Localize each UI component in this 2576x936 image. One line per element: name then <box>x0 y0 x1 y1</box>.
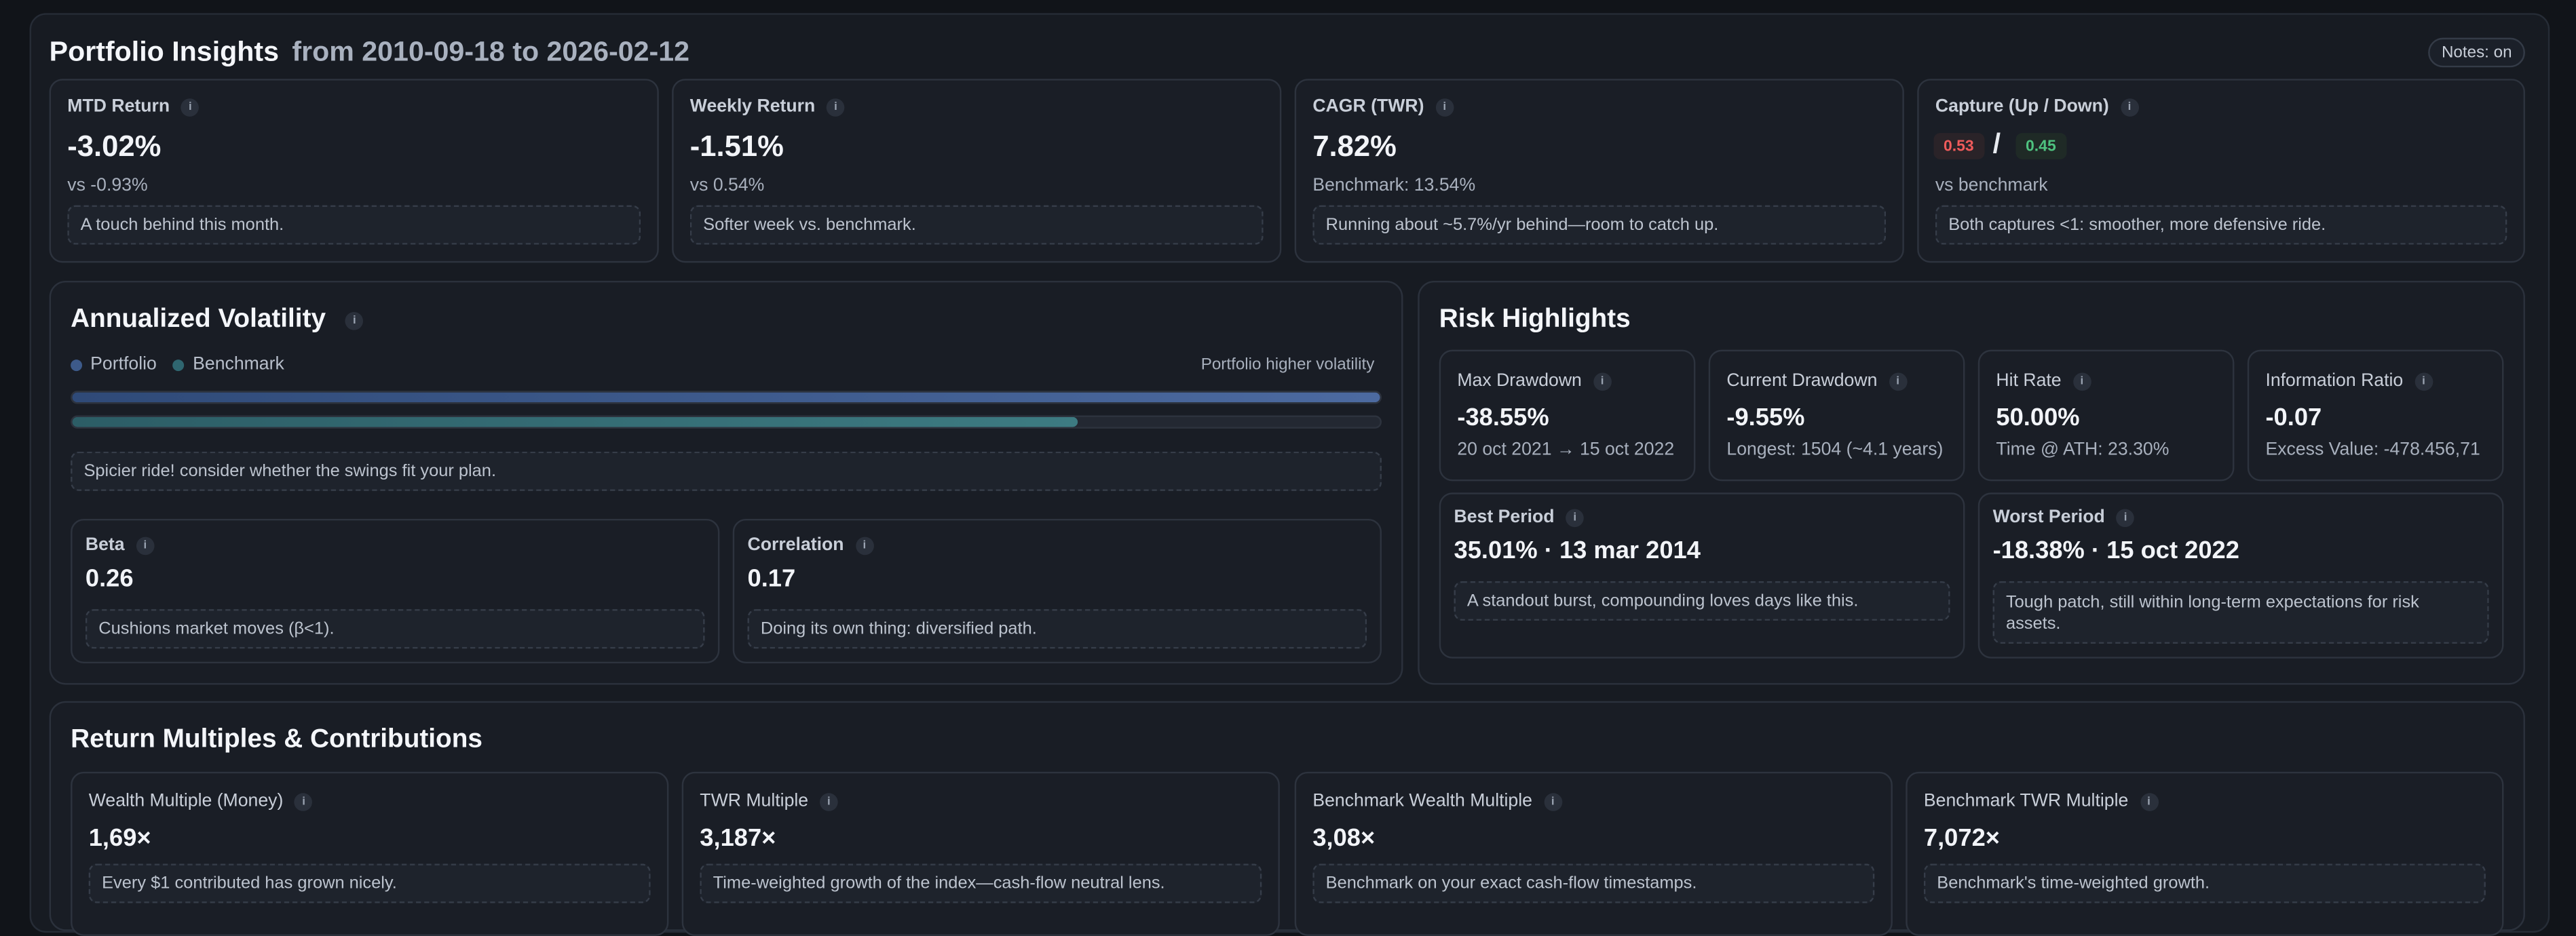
date-range: from 2010-09-18 to 2026-02-12 <box>292 36 690 68</box>
best-period-card <box>1439 492 1965 659</box>
portfolio-swatch <box>71 358 83 370</box>
risk-value: -38.55% <box>1457 404 1549 432</box>
multiple-label: Benchmark TWR Multiple i <box>1924 792 2158 811</box>
kpi-label: CAGR (TWR) i <box>1312 97 1454 117</box>
info-icon[interactable]: i <box>2072 372 2091 390</box>
worst-period-label: Worst Period i <box>1993 507 2135 527</box>
portfolio-volatility-bar <box>71 391 1382 404</box>
risk-value: 50.00% <box>1996 404 2080 432</box>
info-icon[interactable]: i <box>2116 508 2135 526</box>
volatility-note: Spicier ride! consider whether the swing… <box>71 451 1382 491</box>
risk-card-information-ratio <box>2247 349 2504 482</box>
info-icon[interactable]: i <box>181 98 200 116</box>
worst-period-note: Tough patch, still within long-term expe… <box>1992 581 2489 644</box>
kpi-value: -3.02% <box>67 130 162 163</box>
info-icon[interactable]: i <box>2120 98 2139 116</box>
benchmark-swatch <box>173 358 185 370</box>
volatility-status: Portfolio higher volatility <box>1200 356 1375 374</box>
kpi-label: MTD Return i <box>67 97 200 117</box>
multiple-value: 1,69× <box>88 824 151 853</box>
info-icon[interactable]: i <box>295 792 313 811</box>
multiple-note: Benchmark's time-weighted growth. <box>1923 863 2486 903</box>
info-icon[interactable]: i <box>1889 372 1907 390</box>
correlation-value: 0.17 <box>747 564 796 593</box>
portfolio-volatility-fill <box>72 392 1380 403</box>
risk-sub: Time @ ATH: 23.30% <box>1996 440 2170 460</box>
volatility-legend: Portfolio Benchmark <box>71 355 284 374</box>
info-icon[interactable]: i <box>2140 792 2158 811</box>
multiple-value: 7,072× <box>1923 824 2000 853</box>
risk-card-max-drawdown <box>1439 349 1696 482</box>
risk-label: Hit Rate i <box>1996 371 2091 391</box>
info-icon[interactable]: i <box>1543 792 1562 811</box>
kpi-value: -1.51% <box>689 130 784 163</box>
info-icon[interactable]: i <box>855 536 874 555</box>
kpi-label: Capture (Up / Down) i <box>1935 97 2139 117</box>
benchmark-volatility-fill <box>72 416 1078 427</box>
multiple-label: TWR Multiple i <box>700 792 838 811</box>
best-period-note: A standout burst, compounding loves days… <box>1454 581 1950 621</box>
worst-period-value: -18.38% · 15 oct 2022 <box>1992 537 2239 565</box>
multiple-label: Wealth Multiple (Money) i <box>89 792 313 811</box>
kpi-label: Weekly Return i <box>690 97 845 117</box>
up-capture-badge: 0.53 <box>1933 133 1984 159</box>
kpi-sub: vs -0.93% <box>67 176 148 196</box>
info-icon[interactable]: i <box>1435 98 1454 116</box>
multiple-note: Time-weighted growth of the index—cash-f… <box>700 863 1262 903</box>
kpi-sub: Benchmark: 13.54% <box>1312 176 1476 196</box>
multiples-title: Return Multiples & Contributions <box>71 726 482 754</box>
correlation-note: Doing its own thing: diversified path. <box>747 609 1367 649</box>
info-icon[interactable]: i <box>136 536 155 555</box>
multiple-value: 3,08× <box>1312 824 1376 853</box>
beta-label: Beta i <box>86 535 155 555</box>
page-header: Portfolio Insights from 2010-09-18 to 20… <box>50 36 689 69</box>
multiple-value: 3,187× <box>700 824 776 853</box>
kpi-note: Softer week vs. benchmark. <box>689 205 1264 245</box>
legend-benchmark: Benchmark <box>173 355 284 374</box>
legend-portfolio: Portfolio <box>71 355 157 374</box>
benchmark-volatility-bar <box>71 415 1382 429</box>
risk-card-hit-rate <box>1977 349 2235 482</box>
info-icon[interactable]: i <box>345 311 364 330</box>
info-icon[interactable]: i <box>827 98 845 116</box>
best-period-label: Best Period i <box>1454 507 1585 527</box>
risk-label: Information Ratio i <box>2265 371 2433 391</box>
best-period-value: 35.01% · 13 mar 2014 <box>1454 537 1701 565</box>
risk-card-current-drawdown <box>1708 349 1965 482</box>
notes-toggle[interactable]: Notes: on <box>2428 37 2525 68</box>
info-icon[interactable]: i <box>1593 372 1612 390</box>
multiple-note: Benchmark on your exact cash-flow timest… <box>1312 863 1875 903</box>
risk-label: Max Drawdown i <box>1457 371 1612 391</box>
info-icon[interactable]: i <box>1566 508 1585 526</box>
beta-value: 0.26 <box>85 564 134 593</box>
risk-sub: Excess Value: -478.456,71 <box>2265 440 2480 460</box>
multiple-label: Benchmark Wealth Multiple i <box>1312 792 1562 811</box>
kpi-note: A touch behind this month. <box>67 205 641 245</box>
info-icon[interactable]: i <box>2414 372 2433 390</box>
correlation-label: Correlation i <box>748 535 874 555</box>
risk-label: Current Drawdown i <box>1726 371 1907 391</box>
down-capture-badge: 0.45 <box>2015 133 2066 159</box>
kpi-sub: vs 0.54% <box>689 176 765 196</box>
risk-sub: Longest: 1504 (~4.1 years) <box>1726 440 1944 460</box>
risk-value: -9.55% <box>1726 404 1805 432</box>
kpi-note: Running about ~5.7%/yr behind—room to ca… <box>1312 205 1887 245</box>
kpi-note: Both captures <1: smoother, more defensi… <box>1935 205 2507 245</box>
multiple-note: Every $1 contributed has grown nicely. <box>88 863 651 903</box>
beta-note: Cushions market moves (β<1). <box>85 609 705 649</box>
risk-title: Risk Highlights <box>1439 305 1631 334</box>
risk-value: -0.07 <box>2265 404 2322 432</box>
kpi-sub: vs benchmark <box>1935 176 2048 196</box>
kpi-value: 7.82% <box>1312 130 1397 163</box>
capture-separator: / <box>1992 128 2001 159</box>
risk-sub: 20 oct 2021 → 15 oct 2022 <box>1457 440 1675 460</box>
page-title: Portfolio Insights <box>49 36 280 68</box>
volatility-title: Annualized Volatility i <box>71 305 364 335</box>
info-icon[interactable]: i <box>820 792 838 811</box>
